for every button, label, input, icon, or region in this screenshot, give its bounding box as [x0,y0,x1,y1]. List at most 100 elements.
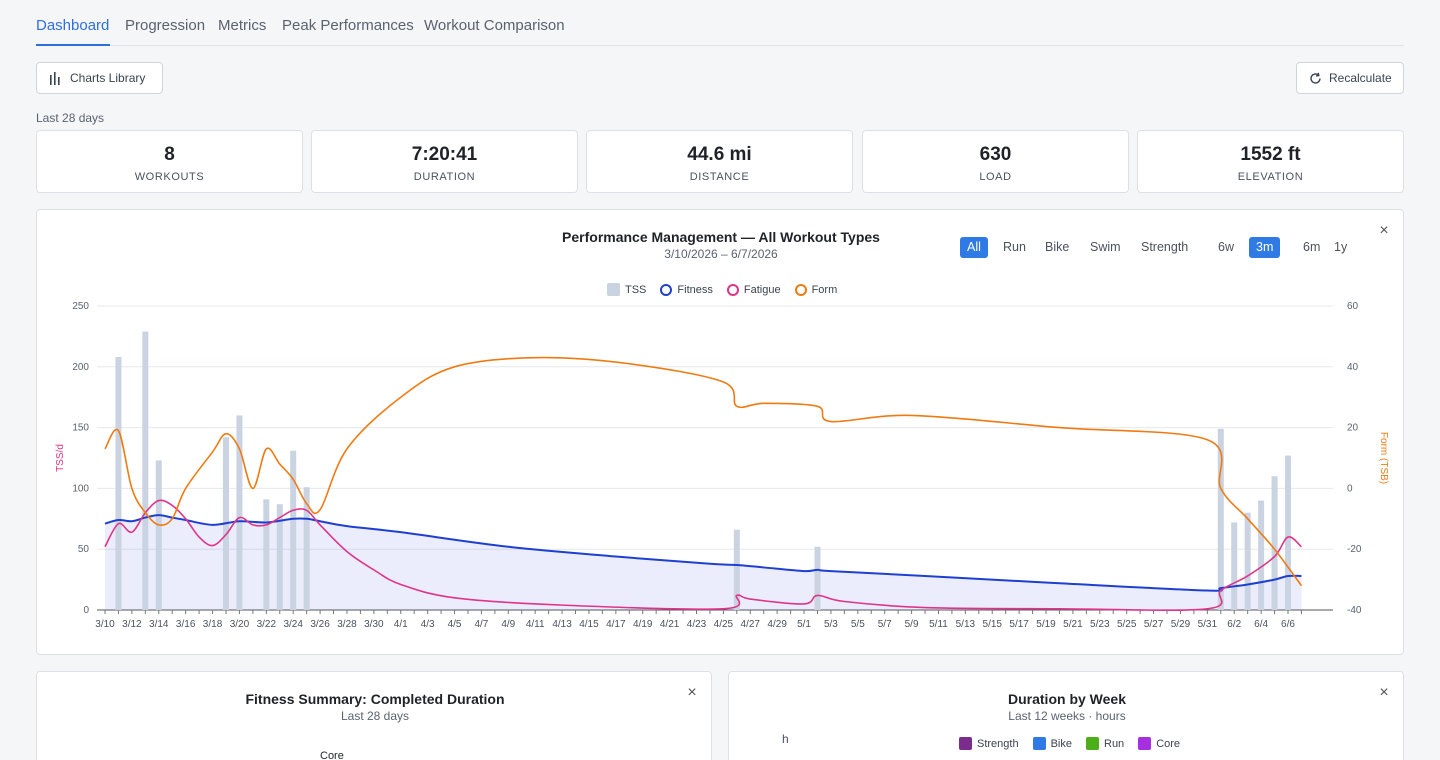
summary-core-label: Core [320,750,344,760]
range-1y[interactable]: 1y [1334,240,1348,254]
x-tick-label: 4/17 [606,619,626,630]
charts-library-label: Charts Library [70,71,146,85]
tss-bar [155,460,162,610]
y-tick-label: 200 [72,362,89,373]
x-tick-label: 3/30 [364,619,384,630]
legend-item-fitness[interactable]: Fitness [660,283,713,296]
stat-value: 8 [164,144,175,165]
stat-elevation: 1552 ft ELEVATION [1137,130,1404,193]
legend-swatch-form [794,283,807,296]
x-tick-label: 3/28 [337,619,357,630]
stat-label: LOAD [979,171,1012,183]
summary-subtitle: Last 28 days [340,709,410,723]
stat-value: 7:20:41 [411,144,478,165]
y-axis-label: TSS/d [55,444,66,472]
x-tick-label: 5/19 [1036,619,1056,630]
x-tick-label: 4/5 [448,619,462,630]
legend-swatch-strength [959,737,972,750]
period-label: Last 28 days [36,111,105,125]
tss-bar [1217,428,1224,610]
close-icon[interactable]: × [687,684,697,701]
legend-label-run: Run [1104,737,1125,750]
legend-label-fitness: Fitness [677,283,713,296]
legend-label-tss: TSS [625,283,647,296]
tab-workout-comparison[interactable]: Workout Comparison [424,17,565,34]
filter-swim[interactable]: Swim [1090,240,1121,254]
legend-label-bike: Bike [1050,737,1072,750]
x-tick-label: 4/19 [633,619,653,630]
y-right-tick-label: -40 [1347,605,1362,616]
week-axis-unit: h [782,732,789,746]
x-tick-label: 5/9 [905,619,919,630]
close-icon[interactable]: × [1379,684,1389,701]
x-tick-label: 5/27 [1144,619,1164,630]
x-tick-label: 3/26 [310,619,330,630]
main-tabs: Dashboard Progression Metrics Peak Perfo… [36,0,1404,46]
legend-label-form: Form [811,283,838,296]
series-line-fatigue [104,499,1302,611]
legend-item-bike[interactable]: Bike [1032,737,1072,750]
stat-value: 630 [979,144,1012,165]
tss-bar [290,450,297,610]
x-tick-label: 4/11 [526,619,545,630]
legend-item-strength[interactable]: Strength [959,737,1019,750]
range-6w[interactable]: 6w [1218,240,1234,254]
recalculate-button[interactable]: Recalculate [1296,62,1404,94]
pmc-title: Performance Management — All Workout Typ… [562,229,880,245]
y-right-tick-label: 20 [1347,423,1359,434]
x-tick-label: 5/25 [1117,619,1137,630]
filter-strength[interactable]: Strength [1141,240,1189,254]
fitness-summary-card: Fitness Summary: Completed Duration Last… [36,671,712,760]
close-icon[interactable]: × [1379,222,1389,239]
filter-all[interactable]: All [960,237,988,258]
series-line-fitness [104,514,1302,592]
x-tick-label: 5/7 [878,619,892,630]
x-tick-label: 4/23 [687,619,707,630]
x-tick-label: 5/13 [956,619,976,630]
legend-swatch-fitness [660,283,673,296]
charts-library-button[interactable]: Charts Library [36,62,163,94]
x-tick-label: 4/21 [660,619,680,630]
tss-bar [142,331,149,610]
x-tick-label: 5/29 [1171,619,1191,630]
legend-item-core[interactable]: Core [1138,737,1180,750]
range-6m[interactable]: 6m [1303,240,1321,254]
tab-dashboard[interactable]: Dashboard [36,17,110,34]
filter-run[interactable]: Run [1003,240,1026,254]
week-legend: Strength Bike Run Core [959,737,1180,750]
tss-bar [1231,522,1238,610]
x-tick-label: 4/29 [767,619,787,630]
bar-chart-icon [50,71,60,85]
tab-metrics[interactable]: Metrics [218,17,267,34]
x-tick-label: 5/17 [1009,619,1029,630]
x-tick-label: 3/20 [230,619,250,630]
tab-progression[interactable]: Progression [125,17,206,34]
x-tick-label: 5/1 [797,619,811,630]
stat-label: ELEVATION [1237,171,1304,183]
legend-item-tss[interactable]: TSS [607,283,646,296]
y-tick-label: 0 [83,605,89,616]
pmc-chart: 0 50 100 150 200 250 -40 -20 0 20 40 60 TSS/d Form (T… [55,301,1389,630]
legend-item-fatigue[interactable]: Fatigue [726,283,781,296]
legend-label-fatigue: Fatigue [743,283,781,296]
filter-bike[interactable]: Bike [1045,240,1070,254]
x-tick-label: 3/10 [95,619,115,630]
legend-swatch-bike [1032,737,1046,750]
legend-item-form[interactable]: Form [794,283,838,296]
x-tick-label: 5/3 [824,619,838,630]
range-3m[interactable]: 3m [1249,237,1281,258]
stat-workouts: 8 WORKOUTS [36,130,303,193]
x-tick-label: 3/24 [283,619,303,630]
x-tick-label: 3/14 [149,619,169,630]
x-tick-label: 3/18 [203,619,223,630]
tab-peak-performances[interactable]: Peak Performances [282,17,414,34]
duration-by-week-card: Duration by Week Last 12 weeks · hours ×… [728,671,1404,760]
legend-item-run[interactable]: Run [1086,737,1124,750]
y-right-tick-label: 0 [1347,483,1353,494]
x-tick-label: 4/7 [474,619,488,630]
week-title: Duration by Week [1008,691,1126,707]
refresh-icon [1310,72,1321,84]
x-tick-label: 4/9 [501,619,515,630]
y-tick-label: 100 [72,483,89,494]
x-tick-label: 5/15 [983,619,1003,630]
